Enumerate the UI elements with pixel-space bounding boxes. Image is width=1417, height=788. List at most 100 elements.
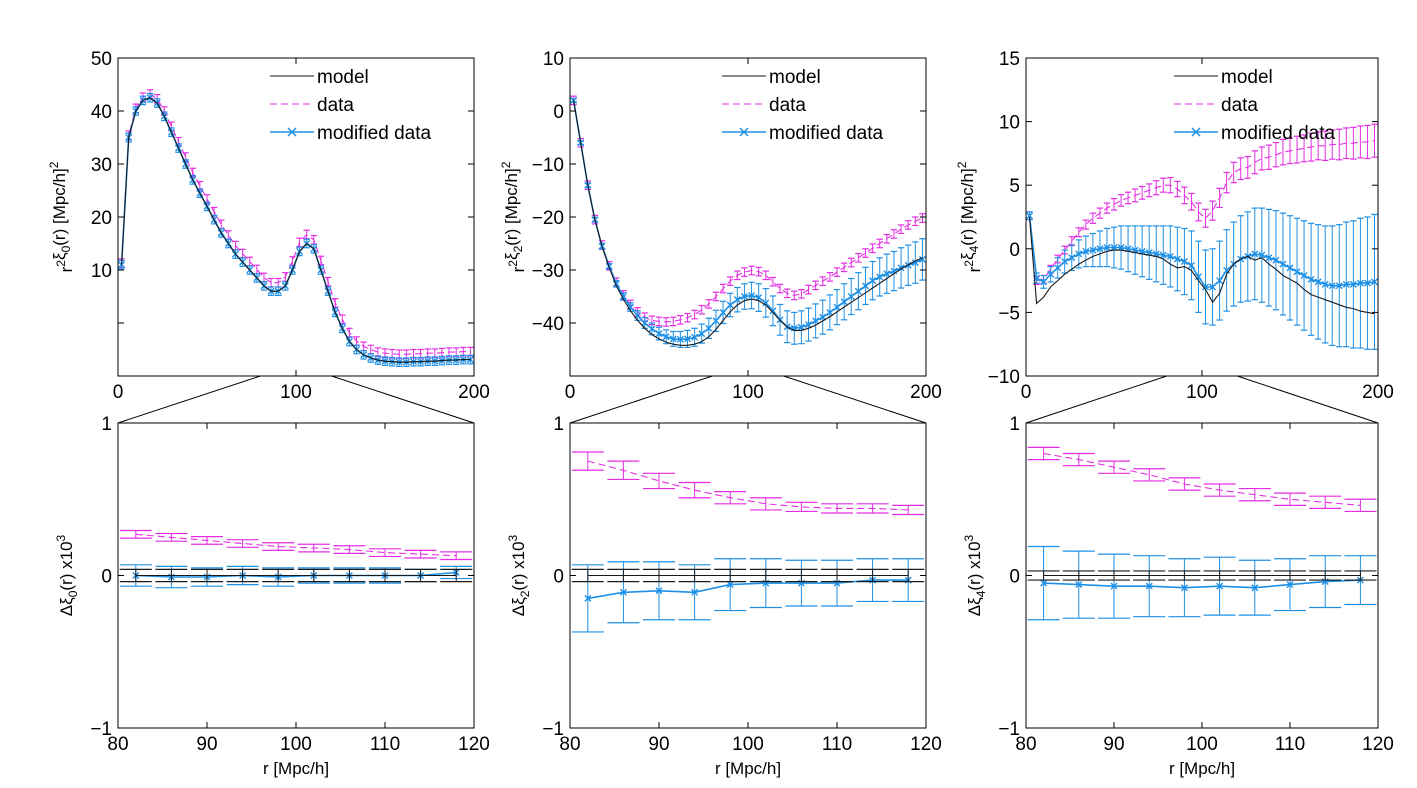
data-point	[733, 296, 741, 304]
y-label-subscript: 4	[967, 245, 981, 252]
y-axis-label: r2ξ0(r) [Mpc/h]2	[47, 161, 76, 272]
y-label-subscript: 2	[518, 590, 532, 597]
legend-label: model	[1221, 67, 1273, 88]
plot-area	[570, 58, 926, 376]
y-label-prefix: Δ	[965, 605, 984, 616]
data-point	[705, 324, 713, 332]
data-point	[655, 587, 663, 595]
x-tick-label: 200	[458, 382, 490, 403]
series-data	[119, 529, 473, 561]
zoom-connector-right	[1237, 375, 1379, 424]
y-tick-label: 0	[101, 567, 112, 588]
x-tick-label: 110	[822, 734, 852, 755]
data-point	[1363, 279, 1371, 287]
y-label-r-sup: 2	[506, 260, 520, 267]
data-point	[691, 333, 699, 341]
x-axis-label: r [Mpc/h]	[715, 759, 781, 778]
data-point	[1202, 283, 1210, 291]
data-point	[726, 301, 734, 309]
y-axis-label: r2ξ4(r) [Mpc/h]2	[955, 161, 984, 272]
y-label-symbol: ξ	[57, 597, 76, 605]
data-point	[1209, 283, 1217, 291]
data-point	[854, 287, 862, 295]
plot-area	[1026, 58, 1378, 376]
y-tick-label: 0	[553, 567, 564, 588]
data-point	[890, 267, 898, 275]
data-point	[641, 319, 649, 327]
y-label-symbol: ξ	[509, 597, 528, 605]
legend-label: modified data	[769, 123, 884, 144]
legend-label: model	[769, 67, 821, 88]
legend: model data modified data	[270, 67, 432, 144]
y-tick-label: 20	[91, 208, 112, 229]
data-point	[1342, 280, 1350, 288]
data-point	[1265, 254, 1273, 262]
data-point	[1061, 258, 1069, 266]
y-tick-label: 0	[1009, 567, 1020, 588]
series-line	[1028, 216, 1375, 315]
y-label-superscript: 2	[47, 161, 61, 168]
legend-label: modified data	[1221, 123, 1336, 144]
data-point	[1286, 581, 1294, 589]
series-model	[571, 568, 925, 583]
data-point	[1370, 278, 1378, 286]
y-label-tail: (r) x10	[509, 541, 528, 590]
series-line	[1043, 579, 1361, 589]
x-tick-label: 100	[280, 734, 312, 755]
data-point	[698, 330, 706, 338]
data-point	[1075, 581, 1083, 589]
data-point	[755, 294, 763, 302]
y-tick-label: −10	[532, 155, 564, 176]
x-tick-label: 80	[107, 734, 128, 755]
y-tick-label: 40	[91, 102, 112, 123]
data-point	[847, 293, 855, 300]
data-point	[1040, 579, 1048, 587]
data-point	[1166, 252, 1174, 260]
data-point	[918, 255, 926, 263]
y-label-symbol: ξ	[965, 597, 984, 605]
series-line	[587, 579, 909, 600]
x-tick-label: 100	[1186, 382, 1218, 403]
x-tick-label: 120	[458, 734, 490, 755]
y-label-r: r	[509, 266, 528, 272]
zoom-connector-left	[1025, 375, 1167, 424]
y-label-subscript: 4	[974, 590, 988, 597]
x-tick-label: 90	[648, 734, 669, 755]
y-tick-label: 10	[999, 113, 1020, 134]
data-point	[1307, 275, 1315, 283]
series-data	[1026, 123, 1378, 286]
y-label-tail: (r) x10	[965, 541, 984, 590]
y-label-subscript: 0	[59, 245, 73, 252]
data-point	[876, 273, 884, 281]
legend: model data modified data	[1174, 67, 1336, 144]
legend-label: data	[317, 95, 354, 116]
data-point	[861, 282, 869, 290]
y-label-tail: (r) [Mpc/h]	[502, 168, 521, 245]
x-tick-label: 100	[732, 734, 764, 755]
data-point	[1145, 582, 1153, 590]
series-line	[1043, 452, 1361, 506]
data-point	[805, 321, 813, 329]
data-point	[1314, 278, 1322, 286]
y-tick-label: 10	[91, 261, 112, 282]
zoom-connector-left	[569, 375, 713, 424]
x-tick-label: 90	[1103, 734, 1124, 755]
data-point	[619, 588, 627, 596]
data-point	[726, 581, 734, 589]
data-point	[1286, 264, 1294, 272]
y-tick-label: −40	[532, 314, 564, 335]
data-point	[712, 317, 720, 325]
y-label-tail: (r) [Mpc/h]	[50, 168, 69, 245]
data-point	[869, 277, 877, 285]
data-point	[1349, 280, 1357, 288]
data-point	[669, 335, 677, 343]
x-tick-label: 100	[1186, 734, 1218, 755]
data-point	[466, 356, 474, 364]
y-tick-label: −20	[532, 208, 564, 229]
legend-marker	[1191, 127, 1201, 137]
x-tick-label: 100	[732, 382, 764, 403]
series-line	[587, 460, 909, 511]
